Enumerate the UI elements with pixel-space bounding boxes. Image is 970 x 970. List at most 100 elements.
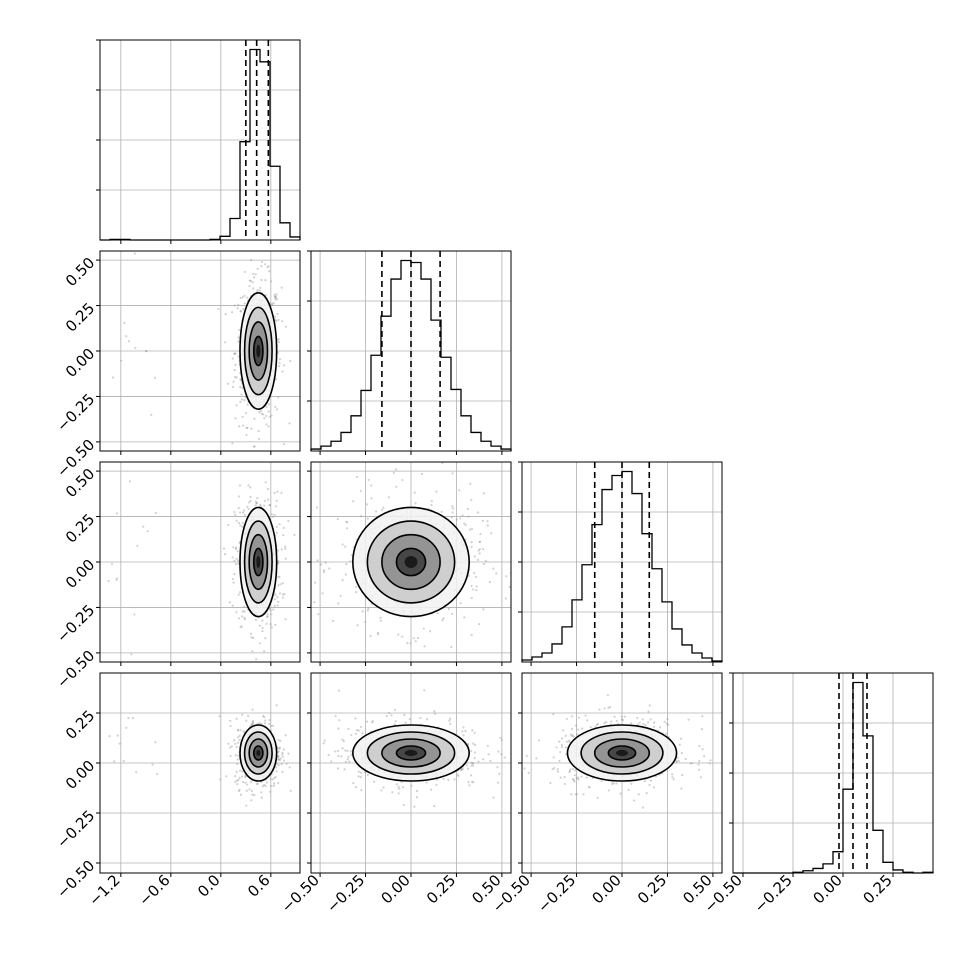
sample-point <box>250 259 253 262</box>
sample-point <box>133 613 136 616</box>
sample-point <box>275 762 279 766</box>
panel-content <box>313 462 514 662</box>
sample-point <box>263 417 266 420</box>
sample-point <box>527 771 530 775</box>
sample-point <box>280 286 283 289</box>
sample-point <box>258 624 261 627</box>
sample-point <box>247 501 251 504</box>
sample-point <box>380 789 383 792</box>
sample-point <box>241 525 244 528</box>
sample-point <box>475 585 478 588</box>
sample-point <box>337 754 340 758</box>
sample-point <box>265 405 268 409</box>
sample-point <box>478 548 481 551</box>
sample-point <box>277 600 280 603</box>
sample-point <box>385 714 388 718</box>
contour-level <box>243 731 273 775</box>
sample-point <box>268 504 271 507</box>
sample-point <box>512 596 514 598</box>
sample-point <box>284 547 287 550</box>
contour-level <box>239 292 278 410</box>
sample-point <box>249 632 253 635</box>
sample-point <box>558 740 561 743</box>
sample-point <box>479 532 482 536</box>
sample-point <box>229 746 232 749</box>
sample-point <box>274 378 278 381</box>
sample-point <box>260 264 263 268</box>
sample-point <box>337 727 340 730</box>
sample-point <box>277 764 280 767</box>
sample-point <box>722 741 724 743</box>
sample-point <box>280 548 283 551</box>
sample-point <box>239 378 242 381</box>
sample-point <box>268 270 271 273</box>
sample-point <box>637 793 640 796</box>
sample-point <box>236 550 239 553</box>
sample-point <box>273 491 276 495</box>
sample-point <box>420 473 424 476</box>
sample-point <box>595 723 598 727</box>
sample-point <box>282 534 285 537</box>
sample-point <box>645 792 648 795</box>
sample-point <box>289 789 292 792</box>
sample-point <box>151 763 154 766</box>
sample-point <box>144 349 148 352</box>
sample-point <box>473 731 476 735</box>
sample-point <box>603 722 606 725</box>
sample-point <box>235 717 238 720</box>
sample-point <box>275 704 278 707</box>
sample-point <box>401 786 405 789</box>
sample-point <box>698 768 701 771</box>
sample-point <box>242 730 245 733</box>
sample-point <box>382 506 385 509</box>
sample-point <box>237 521 241 525</box>
sample-point <box>698 759 701 763</box>
sample-point <box>237 741 240 744</box>
sample-point <box>675 759 678 763</box>
sample-point <box>313 601 316 604</box>
sample-point <box>237 754 240 757</box>
contour-level <box>252 745 264 761</box>
y-tick-label: 0.00 <box>62 556 98 592</box>
sample-point <box>259 286 262 290</box>
sample-point <box>270 626 273 629</box>
sample-point <box>249 495 252 499</box>
sample-point <box>359 775 362 779</box>
sample-point <box>569 768 572 771</box>
sample-point <box>261 619 264 622</box>
sample-point <box>256 289 259 292</box>
sample-point <box>458 489 461 492</box>
sample-point <box>233 304 236 307</box>
sample-point <box>589 725 592 729</box>
sample-point <box>565 740 569 743</box>
sample-point <box>263 715 266 719</box>
sample-point <box>398 787 401 790</box>
sample-point <box>276 490 279 493</box>
sample-point <box>251 650 254 653</box>
x-tick-label: −0.50 <box>278 871 323 916</box>
contour-level <box>593 738 651 768</box>
sample-point <box>361 610 364 613</box>
sample-point <box>278 358 282 361</box>
sample-point <box>495 572 498 575</box>
sample-point <box>337 602 340 605</box>
contour-level <box>366 520 456 604</box>
sample-point <box>235 376 238 379</box>
sample-point <box>680 751 683 755</box>
sample-point <box>451 472 454 475</box>
sample-point <box>610 720 613 723</box>
sample-point <box>235 519 238 522</box>
density-peak <box>616 749 628 757</box>
sample-point <box>241 386 244 390</box>
sample-point <box>244 774 247 778</box>
sample-point <box>679 737 683 740</box>
sample-point <box>584 714 587 717</box>
sample-point <box>218 715 221 718</box>
sample-point <box>270 512 273 516</box>
sample-point <box>379 619 382 622</box>
sample-point <box>471 762 475 765</box>
sample-point <box>259 410 263 413</box>
sample-point <box>359 725 363 729</box>
sample-point <box>277 738 280 742</box>
sample-point <box>235 404 238 407</box>
